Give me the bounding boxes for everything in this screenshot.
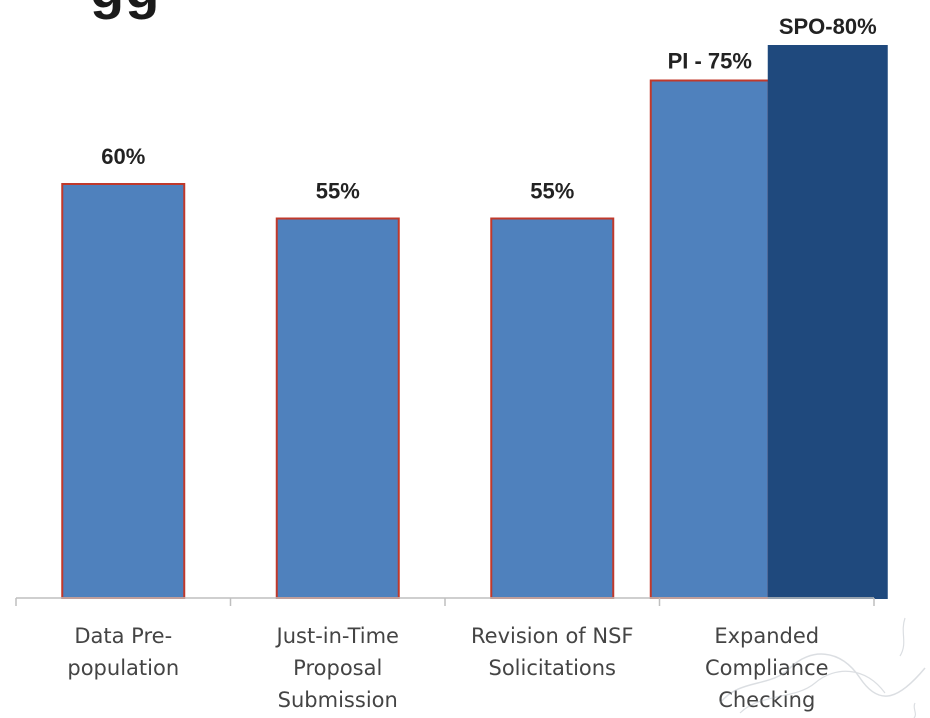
bar-value-label-2: 55% xyxy=(530,179,574,204)
bar-0 xyxy=(61,183,186,599)
x-tick-label-line: Proposal xyxy=(293,656,382,680)
value-labels-layer: 60% 55% 55% PI - 75% SPO-80% xyxy=(101,14,876,204)
bar-3 xyxy=(649,79,770,599)
x-tick-label-line: Submission xyxy=(278,688,398,712)
bars-layer xyxy=(61,45,888,599)
bar-1 xyxy=(275,217,400,599)
x-tick-label-2: Revision of NSF Solicitations xyxy=(471,624,633,680)
x-axis xyxy=(15,597,875,606)
bar-value-label-0: 60% xyxy=(101,144,145,169)
bar-2 xyxy=(490,217,615,599)
bar-value-label-1: 55% xyxy=(316,179,360,204)
x-tick-label-line: Expanded xyxy=(714,624,819,648)
x-tick-label-line: Solicitations xyxy=(489,656,617,680)
x-tick-label-3: Expanded Compliance Checking xyxy=(705,624,829,712)
x-tick-label-line: Just-in-Time xyxy=(275,624,399,648)
x-tick-label-line: Compliance xyxy=(705,656,829,680)
category-labels-layer: Data Pre-population Just-in-Time Proposal S… xyxy=(67,624,828,712)
x-tick-label-0: Data Pre-population xyxy=(67,624,179,680)
x-tick-label-line: Checking xyxy=(718,688,815,712)
x-tick-label-line: population xyxy=(67,656,179,680)
x-tick-label-line: Data Pre- xyxy=(74,624,172,648)
decorative-swirl-graphic xyxy=(719,617,926,718)
x-tick-label-line: Revision of NSF xyxy=(471,624,633,648)
bar-4 xyxy=(767,45,888,599)
x-tick-label-1: Just-in-Time Proposal Submission xyxy=(275,624,399,712)
bar-value-label-4: SPO-80% xyxy=(779,14,877,39)
bar-value-label-3: PI - 75% xyxy=(668,49,752,74)
chart-title-fragment: gg xyxy=(90,0,160,21)
